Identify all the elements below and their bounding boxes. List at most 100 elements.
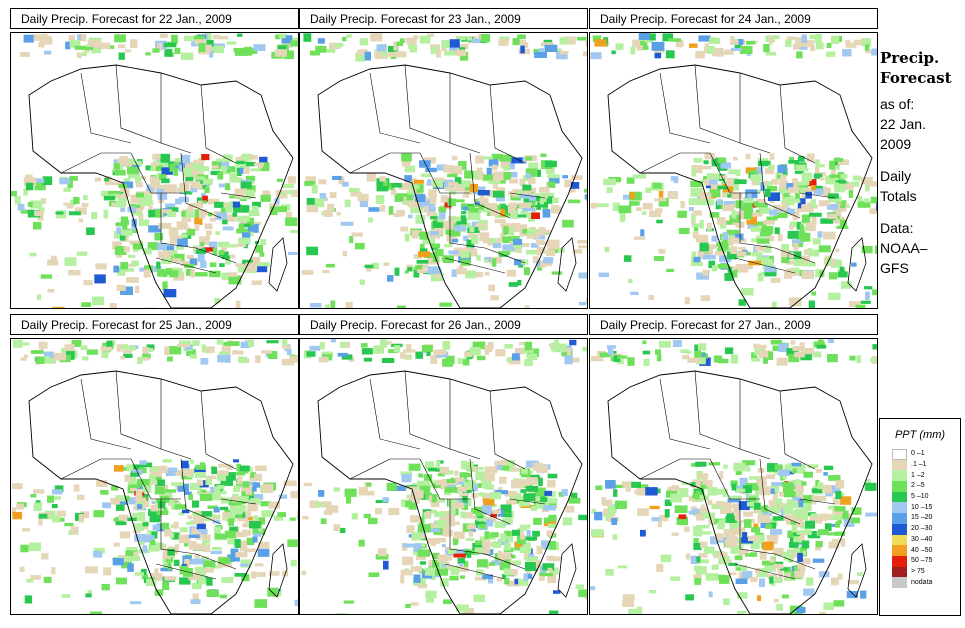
legend-swatch <box>892 577 907 588</box>
coastline <box>28 64 294 308</box>
legend-swatch <box>892 523 907 535</box>
legend-item: 50 –75 <box>880 555 960 567</box>
madagascar-outline <box>268 543 288 598</box>
precip-field <box>301 33 587 308</box>
precip-map <box>299 32 588 309</box>
forecast-panel-jan23: Daily Precip. Forecast for 23 Jan., 2009 <box>299 8 588 309</box>
country-border <box>404 370 451 450</box>
country-border <box>449 499 486 555</box>
country-border <box>220 192 257 199</box>
panel-title: Daily Precip. Forecast for 26 Jan., 2009 <box>299 314 588 335</box>
country-border <box>369 72 421 144</box>
legend-item: 30 –40 <box>880 534 960 546</box>
country-border <box>489 84 526 164</box>
country-border <box>444 257 506 274</box>
country-border <box>369 378 421 450</box>
side-info: Precip. Forecast as of: 22 Jan. 2009 Dai… <box>880 48 965 278</box>
precip-field <box>590 339 877 614</box>
precip-field <box>11 33 298 308</box>
legend-swatch <box>892 555 907 567</box>
forecast-panel-jan27: Daily Precip. Forecast for 27 Jan., 2009 <box>589 314 878 615</box>
forecast-panel-jan22: Daily Precip. Forecast for 22 Jan., 2009 <box>10 8 299 309</box>
panel-title: Daily Precip. Forecast for 25 Jan., 2009 <box>10 314 299 335</box>
country-border <box>80 72 132 144</box>
madagascar-outline <box>557 543 577 598</box>
country-border <box>195 247 237 264</box>
legend-label: 5 –10 <box>911 493 929 501</box>
legend-swatch <box>892 513 907 524</box>
data-line-3: GFS <box>880 260 909 276</box>
country-border <box>115 370 162 450</box>
precip-map <box>589 32 878 309</box>
country-border <box>404 64 451 144</box>
country-border <box>659 72 711 144</box>
country-border <box>349 458 420 480</box>
country-border <box>484 247 526 264</box>
country-border <box>509 498 546 505</box>
legend-item: 20 –30 <box>880 523 960 535</box>
legend-swatch <box>892 481 907 492</box>
precip-map <box>10 32 299 309</box>
country-border <box>739 499 776 555</box>
madagascar-outline <box>557 237 577 292</box>
country-border <box>130 152 181 194</box>
panel-title: Daily Precip. Forecast for 23 Jan., 2009 <box>299 8 588 29</box>
country-border <box>160 379 192 460</box>
madagascar-outline <box>268 237 288 292</box>
country-border <box>469 458 511 525</box>
legend-swatch <box>892 459 907 471</box>
legend-label: 15 –20 <box>911 514 933 522</box>
country-border <box>779 84 816 164</box>
country-border <box>779 390 816 470</box>
legend-swatch <box>892 470 907 482</box>
madagascar-outline <box>847 543 867 598</box>
country-border <box>694 64 741 144</box>
country-border <box>734 563 796 580</box>
legend-label: 1 –2 <box>911 471 925 479</box>
legend-label: 30 –40 <box>911 535 933 543</box>
coastline <box>607 64 873 308</box>
forecast-panel-jan24: Daily Precip. Forecast for 24 Jan., 2009 <box>589 8 878 309</box>
country-border <box>60 152 131 174</box>
legend-label: 0 –1 <box>911 450 925 458</box>
country-border <box>694 370 741 450</box>
country-border <box>60 458 131 480</box>
country-border <box>160 73 192 154</box>
legend-label: 20 –30 <box>911 525 933 533</box>
legend-swatch <box>892 449 907 460</box>
legend-item: 15 –20 <box>880 513 960 524</box>
totals-line-2: Totals <box>880 188 917 204</box>
precip-field <box>590 33 877 308</box>
legend-label: 40 –50 <box>911 546 933 554</box>
coastline <box>317 370 583 614</box>
country-border <box>155 563 217 580</box>
panel-title: Daily Precip. Forecast for 27 Jan., 2009 <box>589 314 878 335</box>
legend-swatch <box>892 566 907 578</box>
coastline <box>317 64 583 308</box>
country-border <box>709 152 760 194</box>
legend-label: .1 –1 <box>911 461 927 469</box>
country-border <box>160 193 197 249</box>
legend-swatch <box>892 502 907 514</box>
legend-item: 0 –1 <box>880 449 960 460</box>
country-border <box>739 193 776 249</box>
heading-line-2: Forecast <box>880 69 952 87</box>
legend-item: 1 –2 <box>880 470 960 482</box>
coastline <box>607 370 873 614</box>
panel-title: Daily Precip. Forecast for 24 Jan., 2009 <box>589 8 878 29</box>
legend-label: nodata <box>911 578 933 586</box>
legend-item: > 75 <box>880 566 960 578</box>
panel-title: Daily Precip. Forecast for 22 Jan., 2009 <box>10 8 299 29</box>
totals-line-1: Daily <box>880 168 912 184</box>
country-border <box>444 563 506 580</box>
country-border <box>639 152 710 174</box>
legend-swatch <box>892 545 907 556</box>
legend-title: PPT (mm) <box>894 429 946 441</box>
data-line-2: NOAA– <box>880 240 928 256</box>
precip-legend: PPT (mm) 0 –1 .1 –1 1 –2 2 –5 5 –10 10 –15 15 … <box>879 418 961 616</box>
precip-map <box>10 338 299 615</box>
country-border <box>155 257 217 274</box>
data-line-1: Data: <box>880 220 914 236</box>
legend-item: 10 –15 <box>880 502 960 514</box>
legend-item: 40 –50 <box>880 545 960 556</box>
